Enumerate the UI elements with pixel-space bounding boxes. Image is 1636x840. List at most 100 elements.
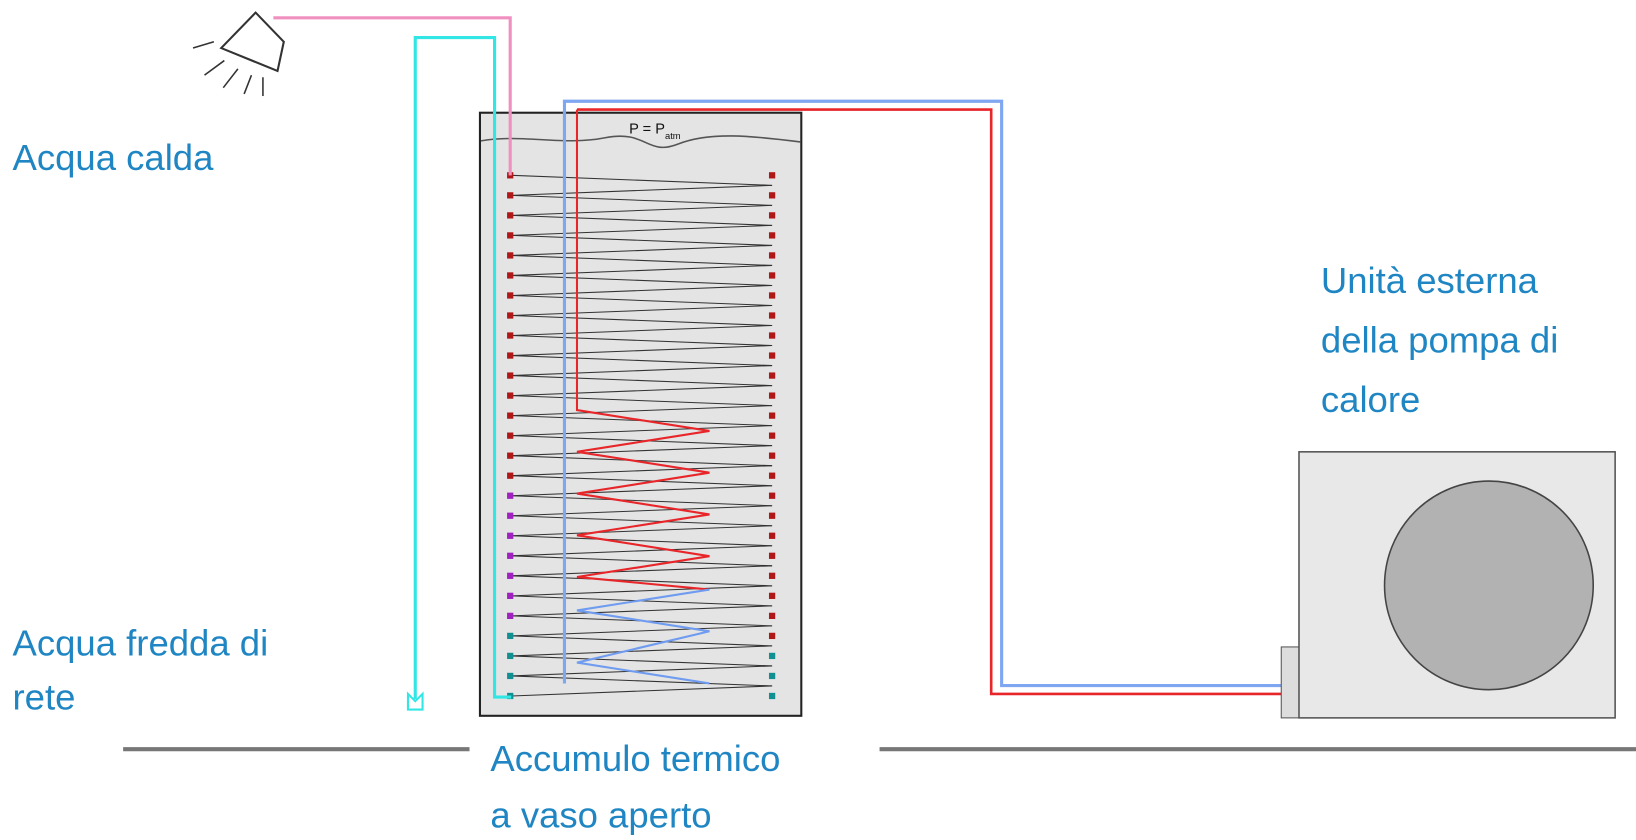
tank-pressure: P = Patm: [629, 122, 681, 141]
layer-mark: [507, 532, 514, 539]
supply-pipe: [576, 108, 1282, 696]
layer-mark: [511, 645, 773, 657]
layer-mark: [768, 432, 776, 439]
layer-mark: [507, 332, 514, 339]
label-line: Accumulo termico: [490, 738, 780, 779]
layer-mark: [511, 555, 773, 567]
label-hot-water: Acqua calda: [13, 137, 215, 178]
label-cold-water: Acqua fredda di rete: [13, 622, 269, 717]
layer-mark: [507, 212, 514, 219]
layer-mark: [511, 244, 773, 256]
layer-mark: [511, 264, 773, 276]
label-line: della pompa di: [1321, 320, 1558, 361]
layer-mark: [511, 605, 773, 617]
layer-mark: [768, 612, 776, 620]
layer-mark: [511, 665, 773, 677]
layer-mark: [511, 475, 773, 487]
layer-mark: [511, 505, 773, 517]
label-line: a vaso aperto: [490, 794, 711, 835]
layer-mark: [511, 675, 773, 687]
layer-mark: [768, 492, 776, 499]
layer-mark: [768, 192, 776, 199]
layer-mark: [768, 232, 776, 239]
layer-mark: [511, 284, 773, 296]
layer-mark: [768, 652, 776, 660]
layer-mark: [507, 192, 514, 199]
layer-mark: [511, 294, 773, 307]
layer-mark: [511, 335, 773, 347]
layer-mark: [768, 592, 776, 599]
layer-mark: [768, 572, 776, 579]
faucet: [406, 691, 424, 711]
layer-mark: [511, 274, 773, 286]
layer-mark: [511, 304, 773, 317]
layer-mark: [768, 372, 776, 379]
layer-mark: [768, 692, 776, 700]
layer-mark: [768, 252, 776, 259]
layer-mark: [511, 365, 773, 377]
layer-mark: [511, 545, 773, 557]
layer-mark: [768, 272, 776, 279]
layer-mark: [511, 625, 773, 637]
layer-mark: [768, 312, 776, 319]
layer-mark: [768, 532, 776, 539]
layer-mark: [507, 512, 514, 519]
layer-mark: [507, 452, 514, 459]
label-line: Unità esterna: [1321, 260, 1539, 301]
layer-mark: [507, 232, 514, 239]
layer-mark: [507, 612, 514, 620]
layer-mark: [768, 332, 776, 339]
hot-water-pipe: [273, 16, 512, 176]
layer-mark: [511, 184, 773, 196]
layer-mark: [768, 452, 776, 459]
label-line: rete: [13, 677, 76, 718]
layer-mark: [507, 652, 514, 660]
layer-mark: [507, 352, 514, 359]
layer-mark: [507, 632, 514, 640]
label-line: Acqua fredda di: [13, 622, 269, 663]
layer-mark: [511, 375, 773, 387]
water-level: [480, 135, 801, 149]
return-pipe: [562, 99, 1282, 688]
layer-mark: [511, 224, 773, 236]
layer-mark: [511, 324, 773, 337]
layer-mark: [511, 685, 773, 697]
layer-mark: [511, 575, 773, 587]
layer-mark: [511, 395, 773, 407]
layer-mark: [511, 405, 773, 417]
layer-mark: [511, 565, 773, 577]
layer-mark: [768, 352, 776, 359]
layer-mark: [507, 672, 514, 680]
fan: [1383, 480, 1595, 691]
layer-mark: [511, 465, 773, 477]
layer-mark: [511, 635, 773, 647]
layer-mark: [511, 345, 773, 357]
layer-mark: [511, 385, 773, 397]
layer-mark: [768, 512, 776, 519]
layer-mark: [507, 372, 514, 379]
layer-mark: [507, 392, 514, 399]
stratification-lines: [507, 172, 776, 700]
label-line: calore: [1321, 379, 1420, 420]
layer-mark: [507, 472, 514, 479]
coil-hot: [575, 109, 710, 591]
layer-mark: [507, 432, 514, 439]
layer-mark: [507, 412, 514, 419]
layer-mark: [507, 572, 514, 579]
layer-mark: [511, 204, 773, 216]
layer-mark: [511, 174, 773, 186]
layer-mark: [507, 252, 514, 259]
layer-mark: [768, 292, 776, 299]
layer-mark: [507, 272, 514, 279]
layer-mark: [511, 314, 773, 327]
layer-mark: [511, 515, 773, 527]
layer-mark: [768, 392, 776, 399]
layer-mark: [511, 495, 773, 507]
layer-mark: [511, 254, 773, 266]
layer-mark: [511, 535, 773, 547]
layer-mark: [511, 485, 773, 497]
layer-mark: [511, 655, 773, 667]
layer-mark: [768, 472, 776, 479]
